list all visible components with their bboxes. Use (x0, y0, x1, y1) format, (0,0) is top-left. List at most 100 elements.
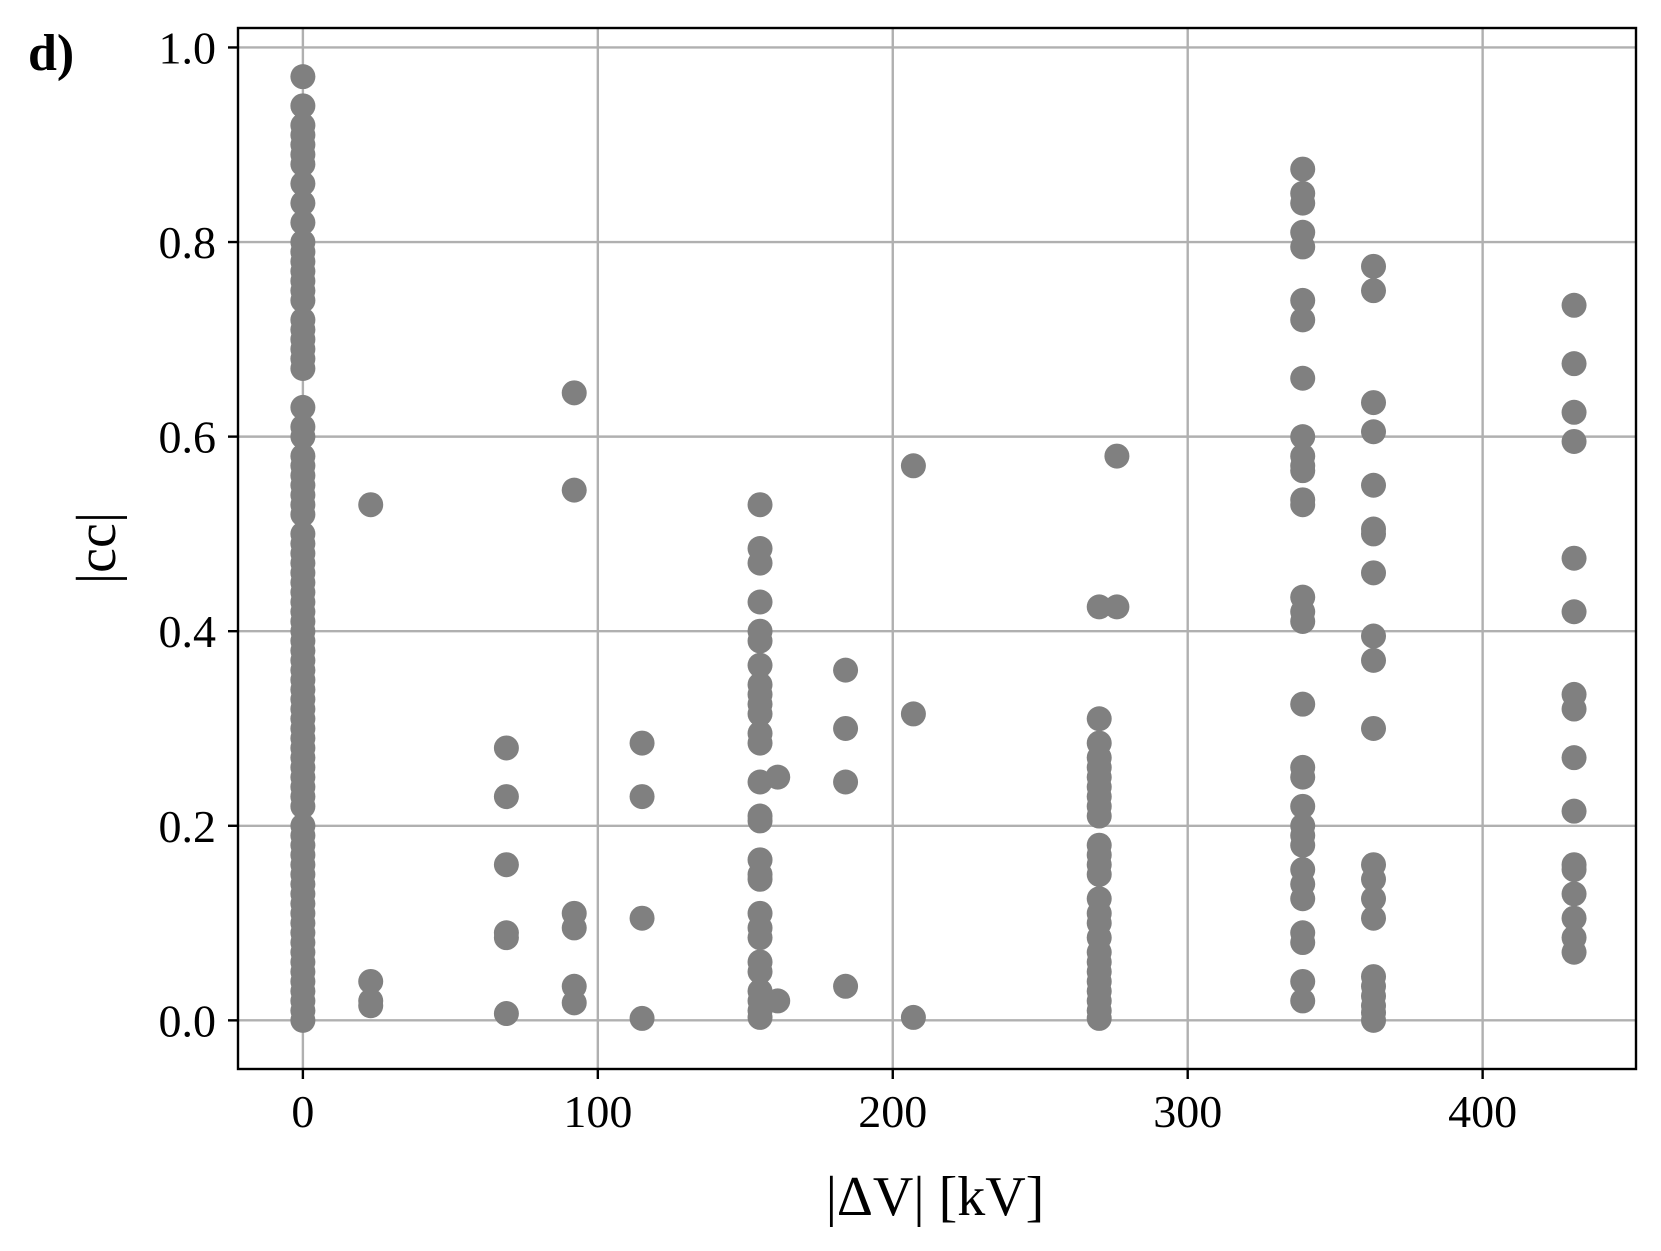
data-point (747, 808, 773, 834)
y-axis-ticks: 0.0 0.2 0.4 0.6 0.8 1.0 (159, 22, 238, 1046)
data-point (493, 852, 519, 878)
data-point (1290, 968, 1316, 994)
data-point (1104, 594, 1130, 620)
y-tick-label: 0.0 (159, 995, 217, 1046)
data-point (747, 730, 773, 756)
data-point (290, 793, 316, 819)
data-point (1361, 886, 1387, 912)
plot-frame (236, 26, 1638, 1071)
data-point (1361, 623, 1387, 649)
data-point (1290, 287, 1316, 313)
data-point (358, 968, 384, 994)
data-point (1290, 424, 1316, 450)
data-point (1361, 715, 1387, 741)
data-point (1290, 832, 1316, 858)
data-points (290, 64, 1587, 1033)
data-point (1361, 905, 1387, 931)
y-tick-label: 0.6 (159, 412, 217, 463)
data-point (290, 424, 316, 450)
data-point (1086, 803, 1112, 829)
data-point (290, 93, 316, 119)
data-point (290, 190, 316, 216)
data-point (290, 287, 316, 313)
data-point (1361, 560, 1387, 586)
y-axis-label: |cc| (66, 512, 128, 584)
panel-label: d) (28, 25, 74, 82)
data-point (493, 784, 519, 810)
data-point (1086, 861, 1112, 887)
y-tick-label: 0.8 (159, 217, 217, 268)
data-point (1361, 521, 1387, 547)
data-point (1361, 390, 1387, 416)
x-tick-label: 0 (291, 1086, 314, 1137)
data-point (358, 492, 384, 518)
data-point (1290, 190, 1316, 216)
data-point (747, 959, 773, 985)
data-point (1086, 706, 1112, 732)
data-point (747, 652, 773, 678)
data-point (1561, 399, 1587, 425)
data-point (900, 701, 926, 727)
data-point (1361, 472, 1387, 498)
data-point (1561, 599, 1587, 625)
data-point (1561, 351, 1587, 377)
data-point (629, 905, 655, 931)
data-point (747, 492, 773, 518)
data-point (1561, 798, 1587, 824)
y-tick-label: 1.0 (159, 22, 217, 73)
data-point (1086, 1005, 1112, 1031)
data-point (747, 589, 773, 615)
data-point (1290, 492, 1316, 518)
x-tick-label: 300 (1153, 1086, 1222, 1137)
data-point (1290, 234, 1316, 260)
data-point (290, 171, 316, 197)
data-point (833, 973, 859, 999)
data-point (765, 764, 791, 790)
data-point (1290, 691, 1316, 717)
data-point (747, 925, 773, 951)
data-point (290, 64, 316, 90)
data-point (1290, 608, 1316, 634)
data-point (747, 550, 773, 576)
x-axis-ticks: 0 100 200 300 400 (291, 1069, 1517, 1137)
data-point (290, 1007, 316, 1033)
data-point (561, 915, 587, 941)
data-point (833, 657, 859, 683)
data-point (1290, 156, 1316, 182)
data-point (1361, 647, 1387, 673)
data-point (1561, 428, 1587, 454)
data-point (629, 784, 655, 810)
data-point (358, 993, 384, 1019)
data-point (1561, 745, 1587, 771)
data-point (747, 1004, 773, 1030)
data-point (1361, 419, 1387, 445)
data-point (493, 925, 519, 951)
y-tick-label: 0.2 (159, 801, 217, 852)
data-point (1361, 1007, 1387, 1033)
x-tick-label: 100 (563, 1086, 632, 1137)
grid-lines (238, 28, 1636, 1069)
data-point (493, 1001, 519, 1027)
data-point (1361, 278, 1387, 304)
data-point (1561, 292, 1587, 318)
data-point (1290, 458, 1316, 484)
data-point (561, 990, 587, 1016)
data-point (1290, 793, 1316, 819)
data-point (290, 394, 316, 420)
data-point (1361, 253, 1387, 279)
data-point (900, 453, 926, 479)
data-point (1290, 930, 1316, 956)
data-point (765, 988, 791, 1014)
data-point (1290, 764, 1316, 790)
data-point (290, 151, 316, 177)
data-point (1086, 594, 1112, 620)
data-point (1290, 886, 1316, 912)
y-tick-label: 0.4 (159, 606, 217, 657)
data-point (1561, 696, 1587, 722)
data-point (1561, 857, 1587, 883)
data-point (290, 210, 316, 236)
data-point (833, 769, 859, 795)
data-point (1290, 365, 1316, 391)
data-point (1561, 881, 1587, 907)
